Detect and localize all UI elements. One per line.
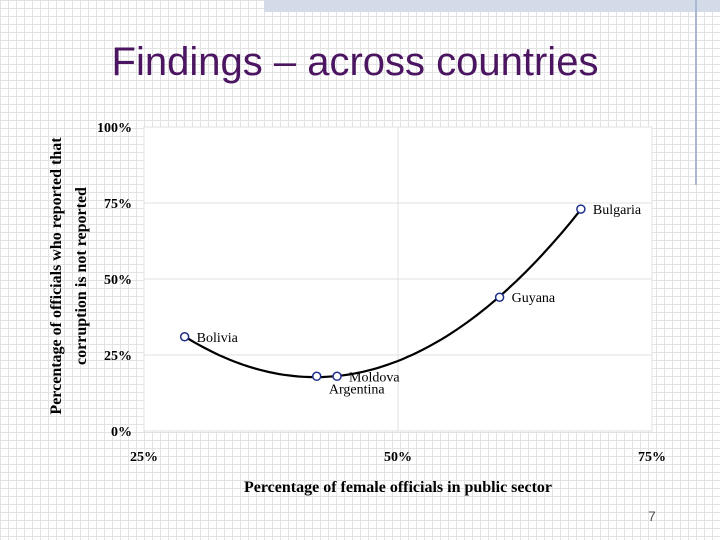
data-point bbox=[311, 371, 322, 382]
decorative-rule bbox=[695, 0, 697, 185]
point-label: Moldova bbox=[349, 370, 400, 385]
y-tick-label: 50% bbox=[104, 273, 132, 288]
x-tick-label: 50% bbox=[384, 450, 412, 465]
y-tick-label: 0% bbox=[111, 425, 132, 440]
point-label: Bulgaria bbox=[593, 203, 642, 218]
page-number: 7 bbox=[648, 508, 656, 524]
y-tick-label: 100% bbox=[97, 121, 132, 136]
x-tick-label: 25% bbox=[130, 450, 158, 465]
y-axis-label-line-1: Percentage of officials who reported tha… bbox=[48, 137, 65, 415]
data-point bbox=[494, 292, 505, 302]
tick-labels: 0% 25% 50% 75% 100% 25% 50% 75% bbox=[97, 121, 666, 465]
y-axis-label-line-2: corruption is not reported bbox=[73, 187, 90, 365]
grid-lines bbox=[143, 126, 653, 432]
point-label: Argentina bbox=[329, 382, 386, 397]
data-point bbox=[179, 332, 190, 342]
y-axis-label: Percentage of officials who reported tha… bbox=[48, 137, 90, 415]
point-label: Guyana bbox=[512, 291, 556, 306]
x-axis-label: Percentage of female officials in public… bbox=[244, 479, 552, 496]
data-point bbox=[576, 204, 586, 214]
slide-title: Findings – across countries bbox=[111, 40, 599, 84]
trend-line bbox=[184, 208, 582, 379]
y-tick-label: 25% bbox=[104, 349, 132, 364]
x-tick-label: 75% bbox=[638, 450, 666, 465]
header-band bbox=[264, 0, 720, 12]
data-point bbox=[332, 371, 342, 382]
y-tick-label: 75% bbox=[104, 197, 132, 212]
point-label: Bolivia bbox=[197, 331, 239, 346]
